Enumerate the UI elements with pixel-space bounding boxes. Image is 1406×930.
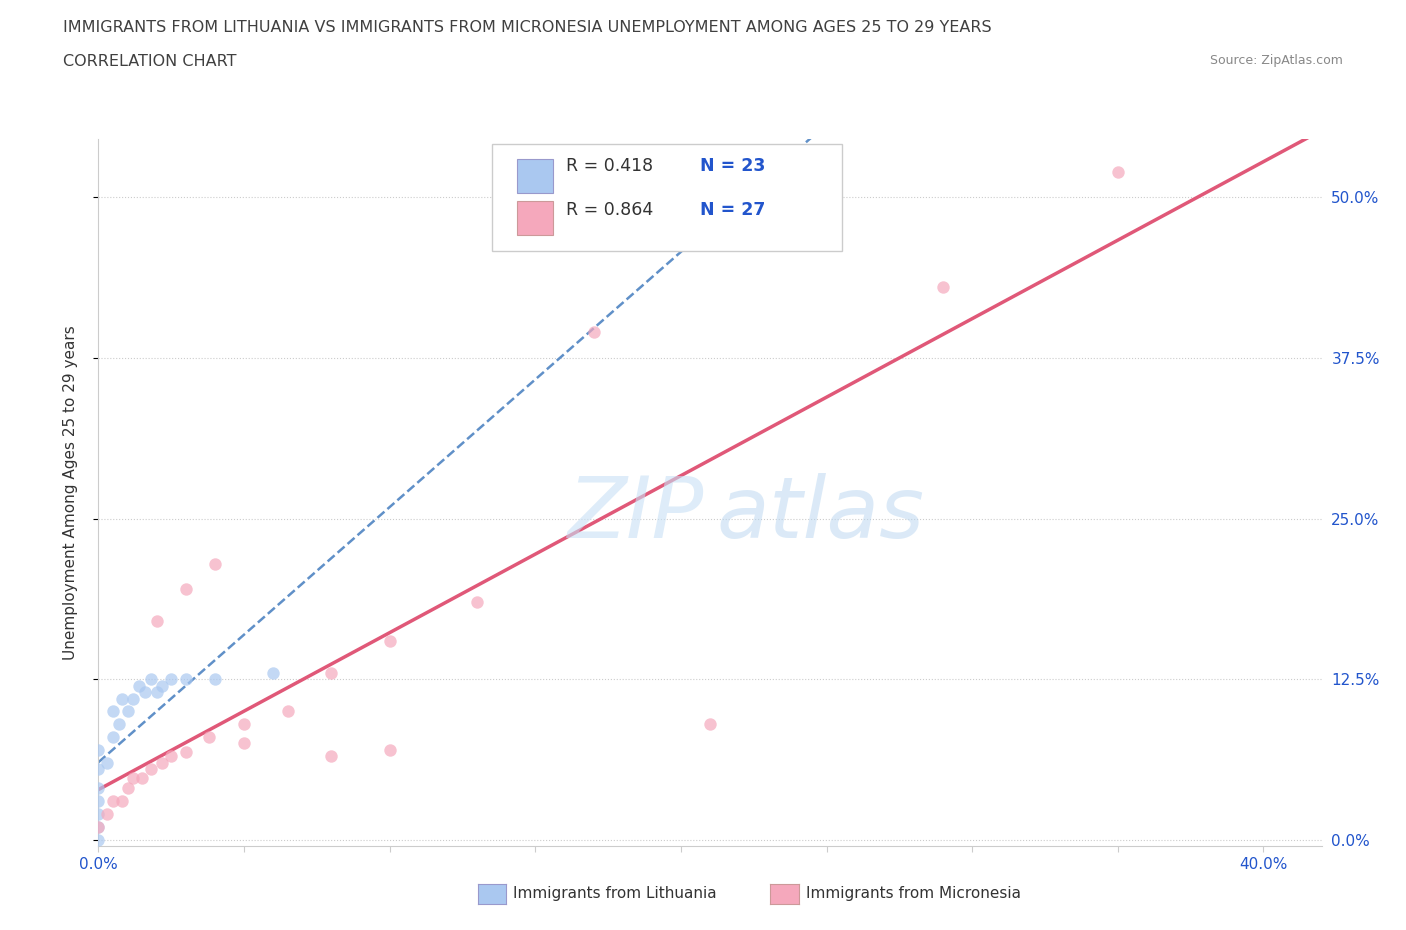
Text: atlas: atlas	[716, 472, 924, 555]
Point	[932, 280, 955, 295]
Point	[321, 749, 343, 764]
Point	[262, 665, 284, 680]
Point	[699, 717, 721, 732]
Point	[198, 730, 221, 745]
Point	[111, 691, 134, 706]
Point	[160, 671, 183, 686]
Point	[321, 665, 343, 680]
Point	[111, 794, 134, 809]
Text: Immigrants from Micronesia: Immigrants from Micronesia	[806, 886, 1021, 901]
Point	[378, 633, 401, 648]
FancyBboxPatch shape	[517, 201, 554, 235]
Point	[96, 806, 118, 821]
Text: N = 27: N = 27	[700, 201, 766, 219]
Point	[465, 594, 488, 609]
Point	[152, 678, 174, 693]
Point	[87, 832, 110, 847]
Point	[101, 794, 124, 809]
Point	[233, 717, 256, 732]
Text: N = 23: N = 23	[700, 157, 766, 175]
Point	[101, 730, 124, 745]
Point	[204, 671, 226, 686]
Point	[87, 819, 110, 834]
Point	[139, 762, 162, 777]
Point	[174, 671, 197, 686]
Point	[96, 755, 118, 770]
Text: Source: ZipAtlas.com: Source: ZipAtlas.com	[1209, 54, 1343, 67]
Point	[277, 704, 299, 719]
Point	[582, 325, 605, 339]
Point	[145, 684, 167, 699]
Text: R = 0.418: R = 0.418	[565, 157, 652, 175]
Point	[174, 745, 197, 760]
Point	[101, 704, 124, 719]
Point	[87, 781, 110, 796]
Point	[117, 704, 139, 719]
Point	[233, 736, 256, 751]
Point	[122, 691, 145, 706]
Text: ZIP: ZIP	[568, 472, 704, 555]
Point	[87, 762, 110, 777]
Point	[160, 749, 183, 764]
Text: IMMIGRANTS FROM LITHUANIA VS IMMIGRANTS FROM MICRONESIA UNEMPLOYMENT AMONG AGES : IMMIGRANTS FROM LITHUANIA VS IMMIGRANTS …	[63, 20, 991, 35]
Point	[87, 806, 110, 821]
Point	[87, 742, 110, 757]
Point	[108, 717, 131, 732]
Point	[131, 771, 153, 786]
Point	[87, 819, 110, 834]
Point	[128, 678, 150, 693]
Point	[117, 781, 139, 796]
Point	[1107, 165, 1129, 179]
Point	[378, 742, 401, 757]
Point	[87, 794, 110, 809]
Text: Immigrants from Lithuania: Immigrants from Lithuania	[513, 886, 717, 901]
Point	[145, 614, 167, 629]
Text: CORRELATION CHART: CORRELATION CHART	[63, 54, 236, 69]
Y-axis label: Unemployment Among Ages 25 to 29 years: Unemployment Among Ages 25 to 29 years	[63, 326, 77, 660]
FancyBboxPatch shape	[517, 159, 554, 193]
Text: R = 0.864: R = 0.864	[565, 201, 652, 219]
Point	[134, 684, 156, 699]
Point	[204, 556, 226, 571]
FancyBboxPatch shape	[492, 144, 842, 251]
Point	[139, 671, 162, 686]
Point	[122, 771, 145, 786]
Point	[174, 582, 197, 597]
Point	[152, 755, 174, 770]
